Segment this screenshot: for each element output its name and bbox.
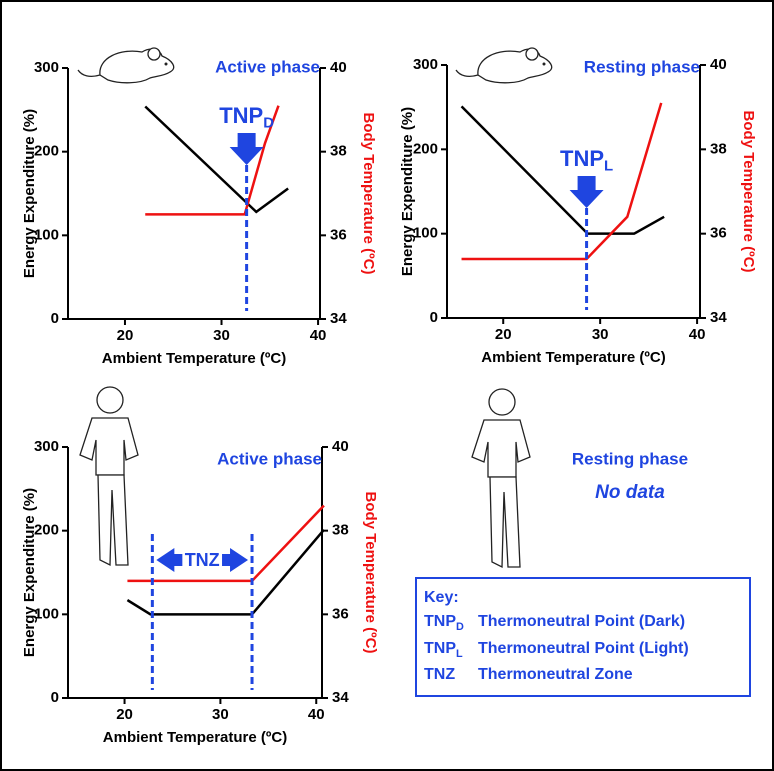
key-text: Thermoneutral Point (Dark) (478, 613, 685, 630)
y2-axis-label: Body Temperature (ºC) (362, 492, 379, 654)
series-line (126, 529, 325, 616)
series-line (144, 105, 289, 214)
x-tick-label: 40 (689, 326, 706, 343)
chart-title: Resting phase (584, 57, 700, 76)
y-axis-label: Energy Expenditure (%) (399, 107, 416, 276)
arrow (222, 548, 249, 572)
y2-tick-label: 40 (332, 438, 349, 455)
annotation-label-sub: D (263, 115, 274, 132)
series-line (145, 105, 280, 216)
y2-tick-label: 38 (330, 143, 347, 160)
key-box (415, 577, 751, 697)
y-axis-label: Energy Expenditure (%) (21, 109, 38, 278)
key-text: Thermoneutral Point (Light) (478, 640, 689, 657)
x-tick-label: 30 (213, 327, 230, 344)
x-axis-label: Ambient Temperature (ºC) (481, 349, 665, 366)
y-tick-label: 100 (34, 605, 59, 622)
x-tick-label: 30 (212, 706, 229, 723)
person-icon (79, 386, 139, 567)
x-axis-label: Ambient Temperature (ºC) (102, 350, 286, 367)
key-term-sub: L (456, 648, 463, 660)
y-tick-label: 0 (51, 310, 59, 327)
x-tick-label: 30 (592, 326, 609, 343)
annotation-label: TNZ (185, 550, 220, 570)
no-data-note: No data (595, 482, 665, 503)
y2-tick-label: 38 (710, 140, 727, 157)
mouse-icon (77, 47, 175, 84)
x-tick-label: 40 (310, 327, 327, 344)
y2-tick-label: 36 (332, 605, 349, 622)
y2-tick-label: 38 (332, 522, 349, 539)
annotation-label-sub: L (604, 158, 613, 175)
y2-tick-label: 34 (332, 689, 349, 706)
y-tick-label: 300 (34, 59, 59, 76)
mouse-icon (455, 47, 553, 84)
person-icon (471, 388, 531, 569)
key-term: TNPD (424, 613, 464, 632)
key-term-main: TNP (424, 640, 456, 657)
arrow (156, 548, 183, 572)
annotation-label: TNPD (219, 103, 274, 132)
x-tick-label: 20 (116, 706, 133, 723)
y-tick-label: 200 (34, 522, 59, 539)
x-axis-label: Ambient Temperature (ºC) (103, 729, 287, 746)
y2-tick-label: 40 (330, 59, 347, 76)
y-tick-label: 100 (413, 225, 438, 242)
x-tick-label: 20 (495, 326, 512, 343)
annotation-label: TNPL (560, 146, 613, 175)
axis-line (67, 447, 323, 699)
y-tick-label: 100 (34, 226, 59, 243)
axis-line (446, 65, 701, 319)
y-tick-label: 300 (413, 56, 438, 73)
y-tick-label: 0 (51, 689, 59, 706)
y2-tick-label: 36 (710, 225, 727, 242)
key-term: TNZ (424, 666, 455, 683)
y2-tick-label: 34 (710, 309, 727, 326)
y2-tick-label: 36 (330, 226, 347, 243)
y2-tick-label: 34 (330, 310, 347, 327)
y-tick-label: 200 (34, 143, 59, 160)
key-text: Thermoneutral Zone (478, 666, 633, 683)
key-term: TNPL (424, 640, 463, 659)
y2-tick-label: 40 (710, 56, 727, 73)
axis-line (67, 68, 321, 320)
key-title: Key: (424, 589, 459, 606)
y-tick-label: 0 (430, 309, 438, 326)
annotation-label-main: TNP (219, 103, 263, 128)
annotation-label-main: TNP (560, 146, 604, 171)
arrow (229, 133, 264, 165)
chart-title: Active phase (217, 449, 322, 468)
key-term-main: TNZ (424, 666, 455, 683)
x-tick-label: 20 (117, 327, 134, 344)
key-term-sub: D (456, 621, 464, 633)
chart-title: Active phase (215, 57, 320, 76)
series-line (461, 102, 663, 261)
x-tick-label: 40 (308, 706, 325, 723)
y2-axis-label: Body Temperature (ºC) (740, 111, 757, 273)
y-tick-label: 300 (34, 438, 59, 455)
key-term-main: TNP (424, 613, 456, 630)
arrow (569, 176, 604, 208)
y2-axis-label: Body Temperature (ºC) (360, 113, 377, 275)
y-axis-label: Energy Expenditure (%) (21, 488, 38, 657)
y-tick-label: 200 (413, 140, 438, 157)
panel-title: Resting phase (572, 449, 688, 468)
